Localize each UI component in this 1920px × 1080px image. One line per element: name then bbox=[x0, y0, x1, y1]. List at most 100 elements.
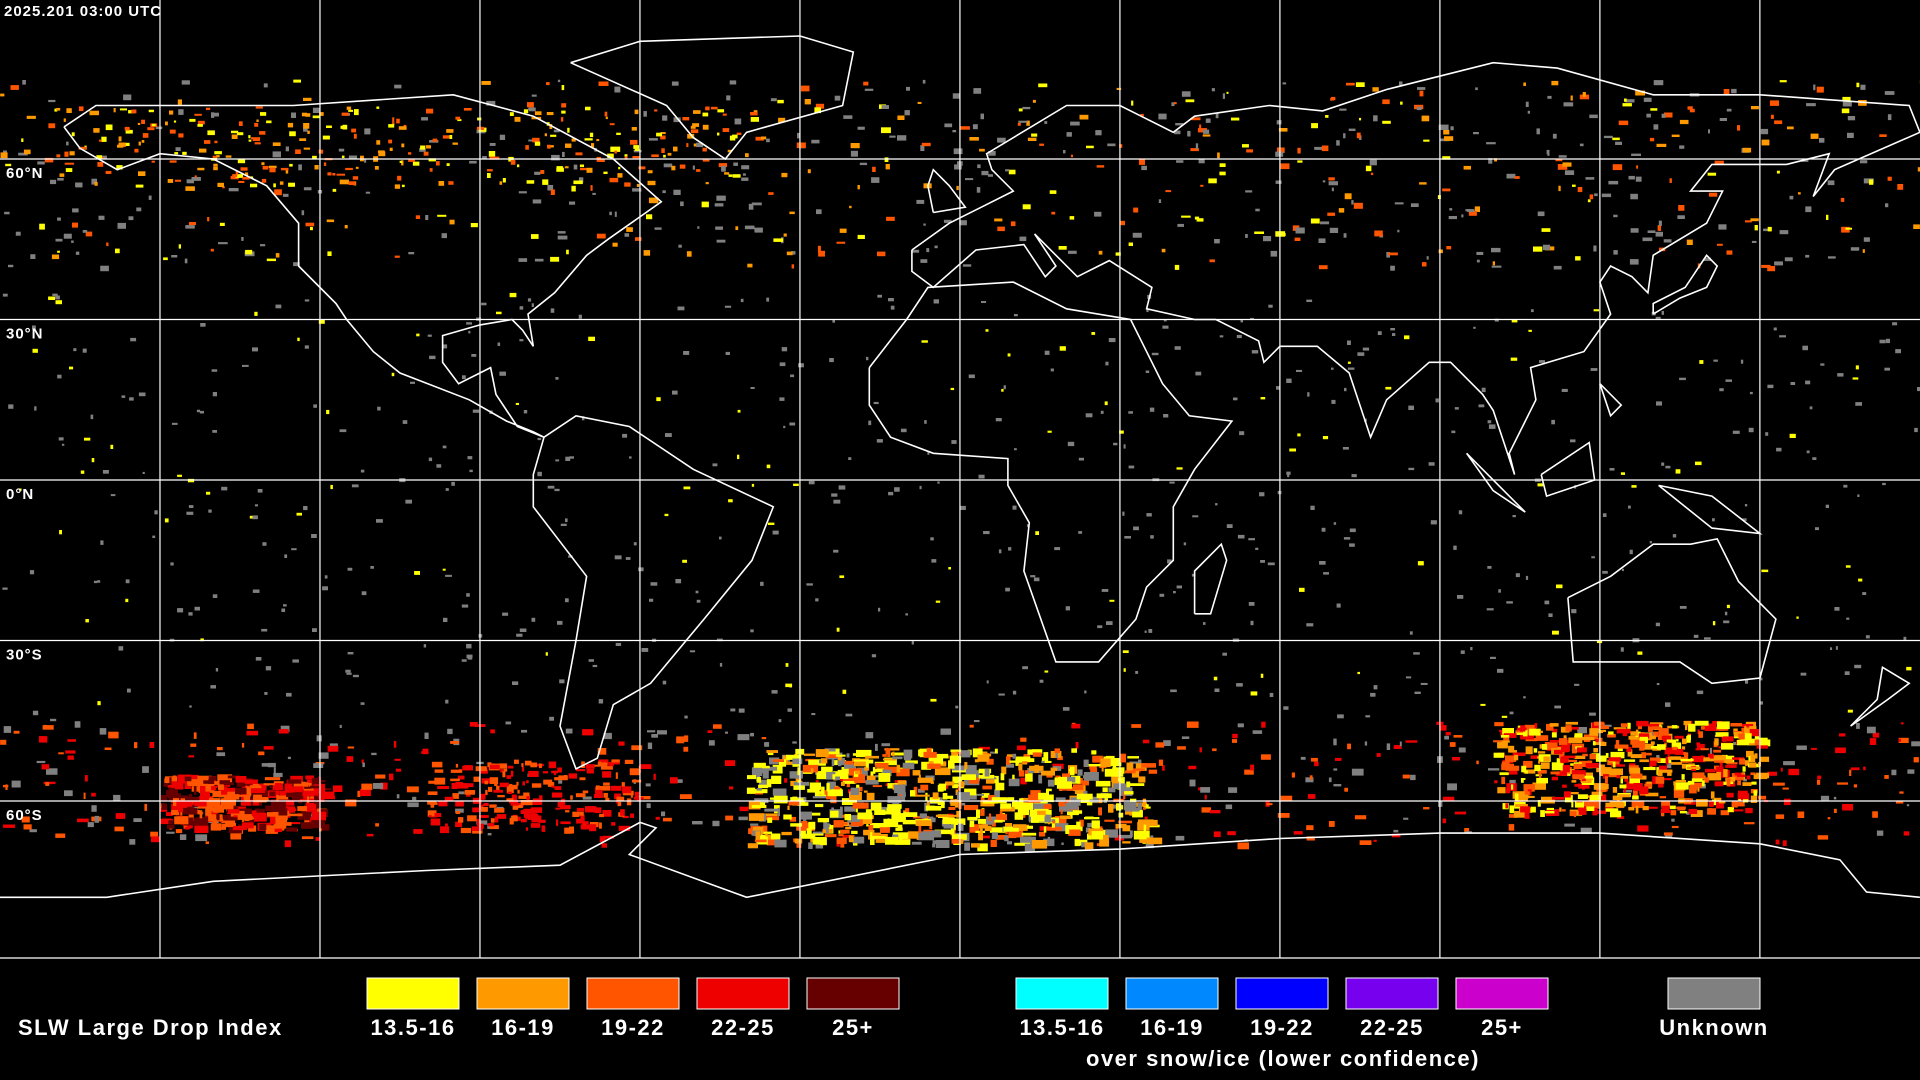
cloud-pixel bbox=[1096, 165, 1105, 168]
cloud-pixel bbox=[8, 264, 14, 268]
cloud-pixel bbox=[243, 808, 252, 815]
cloud-pixel bbox=[537, 437, 542, 441]
cloud-pixel bbox=[1039, 814, 1051, 823]
cloud-pixel bbox=[865, 780, 879, 785]
cloud-pixel bbox=[98, 139, 102, 142]
cloud-pixel bbox=[1652, 776, 1658, 785]
cloud-pixel bbox=[246, 730, 259, 736]
cloud-pixel bbox=[1806, 103, 1816, 107]
cloud-pixel bbox=[1675, 469, 1681, 474]
cloud-pixel bbox=[1727, 807, 1734, 813]
cloud-pixel bbox=[272, 142, 281, 146]
cloud-pixel bbox=[166, 790, 178, 797]
cloud-pixel bbox=[1018, 802, 1033, 810]
cloud-pixel bbox=[943, 824, 954, 829]
cloud-pixel bbox=[1789, 195, 1794, 200]
cloud-pixel bbox=[467, 815, 477, 822]
cloud-pixel bbox=[1400, 101, 1403, 105]
cloud-pixel bbox=[1486, 608, 1494, 611]
cloud-pixel bbox=[1132, 810, 1143, 818]
cloud-pixel bbox=[1806, 450, 1810, 454]
cloud-pixel bbox=[716, 638, 723, 642]
cloud-pixel bbox=[1102, 787, 1108, 792]
cloud-pixel bbox=[581, 416, 585, 421]
cloud-pixel bbox=[981, 793, 990, 798]
cloud-pixel bbox=[224, 791, 240, 800]
cloud-pixel bbox=[565, 598, 569, 603]
cloud-pixel bbox=[1530, 755, 1541, 759]
cloud-pixel bbox=[852, 836, 865, 844]
cloud-pixel bbox=[188, 755, 195, 758]
cloud-pixel bbox=[1306, 836, 1315, 841]
cloud-pixel bbox=[1884, 91, 1895, 95]
cloud-pixel bbox=[1655, 622, 1660, 627]
cloud-pixel bbox=[1003, 826, 1019, 832]
cloud-pixel bbox=[1083, 775, 1095, 779]
cloud-pixel bbox=[683, 486, 691, 490]
cloud-pixel bbox=[1574, 733, 1583, 740]
cloud-pixel bbox=[1331, 187, 1334, 192]
cloud-pixel bbox=[1116, 87, 1122, 90]
cloud-pixel bbox=[1726, 250, 1733, 255]
cloud-pixel bbox=[1140, 113, 1144, 117]
cloud-pixel bbox=[544, 133, 547, 137]
cloud-pixel bbox=[1879, 134, 1887, 137]
cloud-pixel bbox=[927, 763, 941, 769]
cloud-pixel bbox=[952, 784, 964, 789]
cloud-pixel bbox=[291, 788, 302, 793]
cloud-pixel bbox=[872, 785, 882, 788]
cloud-pixel bbox=[986, 758, 994, 765]
cloud-pixel bbox=[926, 747, 932, 752]
cloud-pixel bbox=[1514, 176, 1520, 179]
cloud-pixel bbox=[270, 806, 283, 812]
cloud-pixel bbox=[344, 225, 348, 229]
cloud-pixel bbox=[768, 192, 774, 195]
cloud-pixel bbox=[1855, 402, 1862, 406]
cloud-pixel bbox=[327, 251, 332, 256]
cloud-pixel bbox=[692, 123, 700, 127]
cloud-pixel bbox=[249, 820, 255, 823]
cloud-pixel bbox=[1091, 831, 1103, 840]
cloud-pixel bbox=[87, 822, 94, 828]
cloud-pixel bbox=[447, 728, 453, 735]
cloud-pixel bbox=[1714, 160, 1724, 165]
cloud-pixel bbox=[1108, 787, 1116, 793]
cloud-pixel bbox=[1641, 752, 1646, 759]
cloud-pixel bbox=[537, 471, 542, 477]
cloud-pixel bbox=[969, 820, 975, 827]
cloud-pixel bbox=[631, 127, 637, 131]
cloud-pixel bbox=[1232, 733, 1238, 739]
cloud-pixel bbox=[1488, 768, 1500, 771]
cloud-pixel bbox=[526, 796, 530, 801]
cloud-pixel bbox=[671, 165, 676, 171]
cloud-pixel bbox=[1897, 184, 1904, 190]
cloud-pixel bbox=[1761, 569, 1769, 573]
cloud-pixel bbox=[488, 786, 493, 792]
cloud-pixel bbox=[1765, 432, 1769, 436]
cloud-pixel bbox=[97, 580, 101, 583]
cloud-pixel bbox=[1270, 250, 1278, 257]
cloud-pixel bbox=[142, 471, 145, 474]
cloud-pixel bbox=[534, 141, 541, 146]
cloud-pixel bbox=[831, 807, 834, 810]
cloud-pixel bbox=[1017, 808, 1029, 816]
cloud-pixel bbox=[923, 829, 933, 833]
cloud-pixel bbox=[928, 756, 944, 765]
cloud-pixel bbox=[1816, 86, 1824, 93]
cloud-pixel bbox=[1775, 814, 1785, 819]
cloud-pixel bbox=[450, 778, 460, 782]
cloud-pixel bbox=[332, 188, 337, 192]
cloud-pixel bbox=[1570, 811, 1577, 817]
cloud-pixel bbox=[521, 729, 528, 733]
cloud-pixel bbox=[1571, 770, 1586, 778]
cloud-pixel bbox=[232, 174, 238, 178]
cloud-pixel bbox=[1187, 130, 1191, 137]
cloud-pixel bbox=[1070, 775, 1081, 784]
cloud-pixel bbox=[1782, 787, 1789, 790]
cloud-pixel bbox=[1435, 398, 1439, 403]
cloud-pixel bbox=[427, 791, 438, 795]
cloud-pixel bbox=[1016, 745, 1026, 751]
cloud-pixel bbox=[1599, 773, 1606, 776]
cloud-pixel bbox=[1018, 763, 1023, 771]
cloud-pixel bbox=[1737, 125, 1741, 131]
